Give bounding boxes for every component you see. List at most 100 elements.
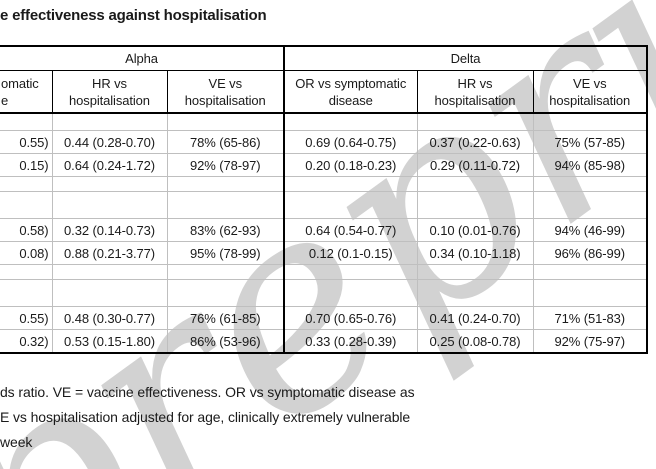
- table-cell: 0.41 (0.24-0.70): [416, 306, 534, 330]
- column-header-line: omatic: [1, 75, 39, 91]
- table-cell: 0.25 (0.08-0.78): [416, 329, 534, 354]
- table-cell: 0.53 (0.15-1.80): [51, 329, 168, 354]
- vaccine-effectiveness-table: Alpha Delta omatic e HR vs hospitalisati…: [0, 45, 648, 354]
- spacer-row: [0, 279, 648, 307]
- spacer-cell: [51, 112, 168, 131]
- spacer-cell: [283, 279, 418, 307]
- table-cell: 94% (85-98): [532, 153, 648, 177]
- table-cell: 78% (65-86): [166, 130, 285, 154]
- spacer-cell: [51, 264, 168, 280]
- table-cell: 0.70 (0.65-0.76): [283, 306, 418, 330]
- spacer-cell: [532, 191, 648, 219]
- table-title: e effectiveness against hospitalisation: [0, 7, 267, 24]
- table-cell: 0.08): [0, 241, 53, 265]
- variant-header-alpha: Alpha: [0, 45, 285, 71]
- table-cell: 0.15): [0, 153, 53, 177]
- table-cell: 0.64 (0.24-1.72): [51, 153, 168, 177]
- table-cell: 0.20 (0.18-0.23): [283, 153, 418, 177]
- table-cell: 71% (51-83): [532, 306, 648, 330]
- table-cell: 0.55): [0, 306, 53, 330]
- table-cell: 76% (61-85): [166, 306, 285, 330]
- table-cell: 83% (62-93): [166, 218, 285, 242]
- column-header-line: VE vs: [573, 75, 607, 91]
- spacer-cell: [416, 264, 534, 280]
- spacer-cell: [532, 176, 648, 192]
- spacer-cell: [51, 279, 168, 307]
- footnote-line: week: [0, 434, 33, 450]
- table-cell: 0.32 (0.14-0.73): [51, 218, 168, 242]
- spacer-cell: [532, 112, 648, 131]
- spacer-cell: [51, 191, 168, 219]
- spacer-row: [0, 176, 648, 192]
- column-header-line: OR vs symptomatic: [295, 75, 407, 91]
- column-header-line: hospitalisation: [434, 92, 516, 108]
- footnotes: ds ratio. VE = vaccine effectiveness. OR…: [0, 380, 415, 455]
- table-cell: 0.12 (0.1-0.15): [283, 241, 418, 265]
- spacer-cell: [166, 191, 285, 219]
- spacer-cell: [166, 264, 285, 280]
- table-row: 0.08) 0.88 (0.21-3.77) 95% (78-99) 0.12 (0.…: [0, 241, 648, 265]
- spacer-cell: [416, 112, 534, 131]
- column-header-line: e: [1, 92, 9, 108]
- variant-header-row: Alpha Delta: [0, 45, 648, 71]
- table-cell: 96% (86-99): [532, 241, 648, 265]
- spacer-cell: [0, 279, 53, 307]
- table-cell: 0.44 (0.28-0.70): [51, 130, 168, 154]
- column-header-ve-hospitalisation-delta: VE vs hospitalisation: [532, 70, 648, 114]
- table-cell: 0.69 (0.64-0.75): [283, 130, 418, 154]
- table-cell: 0.58): [0, 218, 53, 242]
- column-header-ve-hospitalisation-alpha: VE vs hospitalisation: [166, 70, 285, 114]
- table-cell: 0.37 (0.22-0.63): [416, 130, 534, 154]
- table-row: 0.58) 0.32 (0.14-0.73) 83% (62-93) 0.64 (0.…: [0, 218, 648, 242]
- table-cell: 92% (75-97): [532, 329, 648, 354]
- spacer-cell: [0, 191, 53, 219]
- spacer-cell: [532, 264, 648, 280]
- table-cell: 0.32): [0, 329, 53, 354]
- table-row: 0.15) 0.64 (0.24-1.72) 92% (78-97) 0.20 (0.…: [0, 153, 648, 177]
- spacer-cell: [0, 176, 53, 192]
- spacer-cell: [416, 176, 534, 192]
- spacer-cell: [532, 279, 648, 307]
- column-header-line: HR vs: [92, 75, 127, 91]
- table-cell: 0.10 (0.01-0.76): [416, 218, 534, 242]
- spacer-cell: [0, 112, 53, 131]
- table-row: 0.55) 0.48 (0.30-0.77) 76% (61-85) 0.70 (0.…: [0, 306, 648, 330]
- column-header-line: disease: [328, 92, 373, 108]
- table-cell: 0.48 (0.30-0.77): [51, 306, 168, 330]
- spacer-cell: [51, 176, 168, 192]
- spacer-row: [0, 112, 648, 131]
- column-header-line: hospitalisation: [184, 92, 266, 108]
- spacer-cell: [283, 264, 418, 280]
- spacer-cell: [416, 191, 534, 219]
- variant-header-delta: Delta: [284, 45, 648, 71]
- column-header-line: hospitalisation: [549, 92, 631, 108]
- spacer-cell: [283, 112, 418, 131]
- table-cell: 86% (53-96): [166, 329, 285, 354]
- column-header-or-symptomatic-alpha: omatic e: [0, 70, 53, 114]
- table-cell: 0.55): [0, 130, 53, 154]
- table-cell: 0.33 (0.28-0.39): [283, 329, 418, 354]
- spacer-cell: [0, 264, 53, 280]
- table-body: 0.55) 0.44 (0.28-0.70) 78% (65-86) 0.69 (0.…: [0, 112, 648, 354]
- spacer-cell: [416, 279, 534, 307]
- column-header-row: omatic e HR vs hospitalisation VE vs hos…: [0, 70, 648, 114]
- column-header-line: VE vs: [208, 75, 243, 91]
- spacer-cell: [283, 176, 418, 192]
- column-header-line: hospitalisation: [69, 92, 150, 108]
- column-header-or-symptomatic-delta: OR vs symptomatic disease: [283, 70, 418, 114]
- table-cell: 92% (78-97): [166, 153, 285, 177]
- spacer-cell: [166, 176, 285, 192]
- table-cell: 0.88 (0.21-3.77): [51, 241, 168, 265]
- spacer-cell: [166, 112, 285, 131]
- spacer-row: [0, 264, 648, 280]
- table-cell: 95% (78-99): [166, 241, 285, 265]
- column-header-hr-hospitalisation-alpha: HR vs hospitalisation: [51, 70, 168, 114]
- table-cell: 75% (57-85): [532, 130, 648, 154]
- table-cell: 94% (46-99): [532, 218, 648, 242]
- spacer-row: [0, 191, 648, 219]
- footnote-line: E vs hospitalisation adjusted for age, c…: [0, 409, 411, 425]
- table-cell: 0.29 (0.11-0.72): [416, 153, 534, 177]
- table-cell: 0.64 (0.54-0.77): [283, 218, 418, 242]
- table-row: 0.55) 0.44 (0.28-0.70) 78% (65-86) 0.69 (0.…: [0, 130, 648, 154]
